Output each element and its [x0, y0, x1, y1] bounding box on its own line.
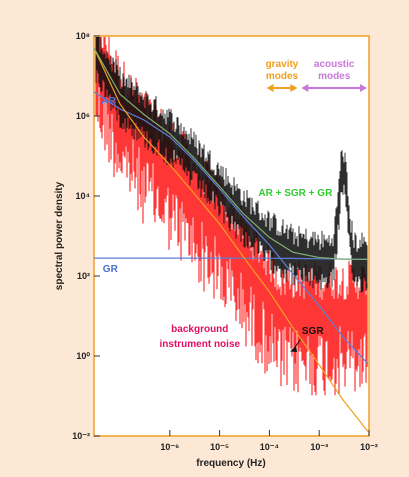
band-arrow-head-left [301, 84, 309, 92]
axes: 10⁻⁶ 10⁻⁵ 10⁻⁴ 10⁻³ 10⁻² 10⁻² 10⁰ 10² 10⁴ 10⁶ 10⁸ [72, 31, 378, 452]
y-axis-label: spectral power density [54, 181, 65, 290]
band-arrow-head-right [360, 84, 367, 92]
series-line-sgr [93, 47, 369, 432]
band-label-line1: gravity [266, 59, 299, 70]
x-tick-label: 10⁻² [360, 442, 378, 452]
annotation-sgr: SGR [302, 326, 324, 337]
band-arrow-head-left [266, 84, 274, 92]
annotation-gr: GR [103, 264, 119, 275]
y-tick-label: 10² [77, 271, 90, 281]
x-tick-label: 10⁻⁴ [260, 442, 279, 452]
band-label-line2: modes [266, 71, 299, 82]
annotation-background: background [171, 324, 228, 335]
band-arrow-head-right [290, 84, 298, 92]
x-axis-label: frequency (Hz) [196, 458, 265, 469]
annotations: AR GR SGR AR + SGR + GR background instrument… [101, 96, 333, 352]
y-tick-label: 10⁰ [76, 351, 90, 361]
sgr-pointer-head [290, 346, 298, 352]
annotation-ar-sgr-gr: AR + SGR + GR [258, 188, 333, 199]
y-tick-label: 10⁸ [76, 31, 90, 41]
annotation-ar: AR [101, 96, 116, 107]
x-tick-label: 10⁻⁵ [210, 442, 229, 452]
series-line-ar [93, 91, 369, 365]
band-label-line1: acoustic [314, 59, 355, 70]
series-line-ar-sgr-gr [93, 47, 368, 260]
series-line-gr [94, 257, 368, 260]
x-tick-label: 10⁻⁶ [160, 442, 179, 452]
y-tick-label: 10⁶ [76, 111, 90, 121]
annotation-instrument-noise: instrument noise [160, 339, 241, 350]
model-curves [93, 47, 369, 432]
x-tick-label: 10⁻³ [310, 442, 328, 452]
band-label-line2: modes [318, 71, 351, 82]
y-tick-label: 10⁻² [72, 431, 90, 441]
y-tick-label: 10⁴ [76, 191, 90, 201]
